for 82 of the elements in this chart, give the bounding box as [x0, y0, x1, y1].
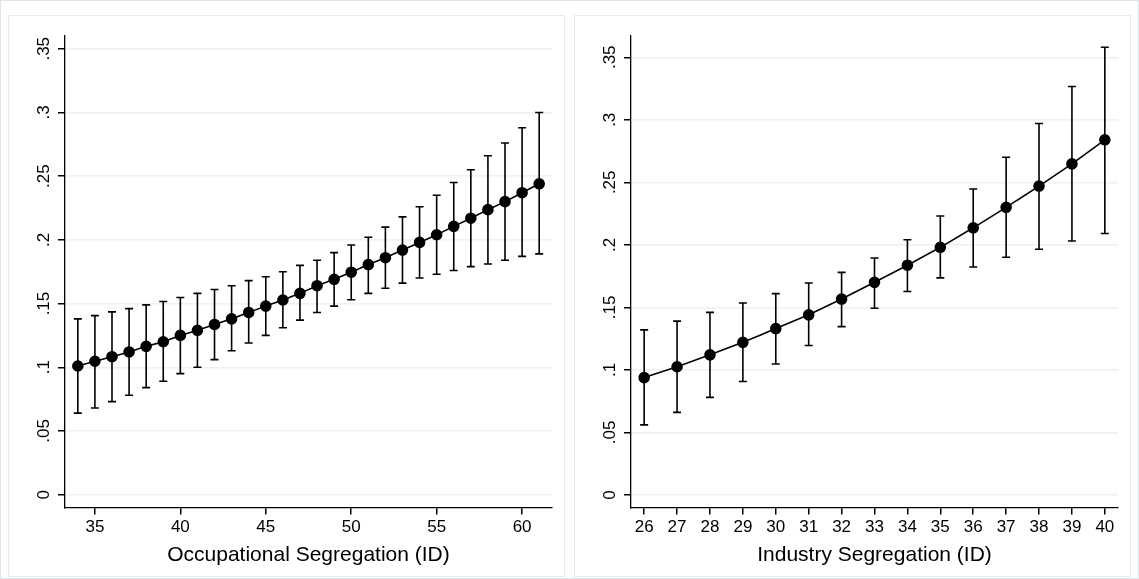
point [157, 335, 170, 348]
y-tick-label: 0 [34, 489, 54, 500]
point [413, 236, 426, 249]
y-tick-label: .15 [34, 291, 54, 316]
x-tick-label: 33 [865, 517, 884, 537]
x-tick-label: 40 [1095, 517, 1115, 537]
x-tick-label: 31 [799, 517, 819, 537]
x-tick-label: 28 [700, 517, 720, 537]
x-tick-label: 29 [733, 517, 753, 537]
point [379, 251, 392, 264]
x-tick-label: 39 [1062, 517, 1082, 537]
point [499, 195, 511, 208]
y-tick-label: .25 [600, 170, 620, 195]
x-tick-label: 35 [85, 517, 105, 537]
point [1066, 158, 1078, 170]
point [191, 324, 204, 337]
point [769, 322, 782, 335]
y-tick-label: .2 [34, 232, 54, 247]
x-tick-label: 30 [766, 517, 786, 537]
point [294, 287, 306, 300]
point [311, 279, 323, 292]
point [345, 266, 358, 279]
point [737, 336, 749, 349]
y-tick-label: .15 [600, 295, 620, 320]
x-axis-title: Industry Segregation (ID) [757, 542, 992, 566]
x-tick-label: 40 [170, 517, 190, 537]
y-tick-label: .35 [600, 45, 620, 70]
x-tick-label: 50 [341, 517, 361, 537]
point [396, 244, 409, 256]
point [174, 329, 187, 342]
point [225, 313, 238, 325]
x-tick-label: 55 [427, 517, 447, 537]
point [1033, 180, 1045, 192]
point [208, 318, 221, 331]
point [901, 259, 914, 271]
point [1000, 201, 1012, 214]
point [123, 346, 135, 358]
y-tick-label: .1 [600, 362, 620, 377]
x-tick-label: 60 [512, 517, 532, 537]
point [934, 241, 947, 254]
y-tick-label: .2 [600, 237, 620, 252]
point [259, 300, 272, 312]
point [671, 360, 683, 373]
point [362, 258, 375, 271]
point [89, 355, 101, 368]
y-tick-label: .05 [34, 419, 54, 443]
point [106, 350, 118, 363]
y-tick-label: .35 [34, 36, 54, 61]
point [638, 371, 650, 384]
y-tick-label: .25 [34, 164, 54, 188]
y-tick-label: .3 [34, 105, 54, 120]
x-tick-label: 37 [996, 517, 1016, 537]
y-tick-label: .1 [34, 360, 54, 375]
y-tick-label: 0 [600, 490, 620, 500]
x-tick-label: 34 [897, 517, 917, 537]
x-tick-label: 45 [256, 517, 276, 537]
x-tick-label: 35 [930, 517, 950, 537]
point [430, 228, 443, 241]
point [140, 340, 152, 353]
point [482, 203, 494, 216]
x-axis-title: Occupational Segregation (ID) [167, 542, 450, 566]
point [704, 349, 716, 361]
y-tick-label: .3 [600, 112, 620, 127]
point [516, 186, 528, 199]
y-tick-label: .05 [600, 420, 620, 445]
point [967, 222, 980, 234]
point [868, 276, 881, 289]
point [72, 360, 84, 372]
x-tick-label: 26 [634, 517, 654, 537]
x-tick-label: 27 [667, 517, 687, 537]
point [447, 220, 460, 233]
point [835, 293, 848, 305]
point [465, 212, 477, 224]
point [242, 306, 255, 319]
point [328, 273, 340, 286]
x-tick-label: 32 [832, 517, 852, 537]
x-tick-label: 38 [1029, 517, 1049, 537]
point [277, 294, 289, 306]
point [1099, 133, 1111, 146]
point [802, 309, 815, 321]
point [533, 177, 545, 190]
x-tick-label: 36 [963, 517, 983, 537]
